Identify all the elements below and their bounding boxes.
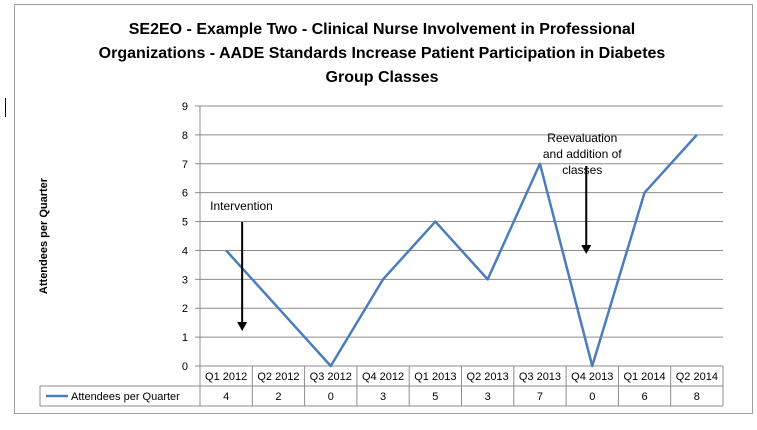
annotation-text: classes	[562, 163, 602, 177]
x-tick-label: Q2 2013	[467, 371, 509, 383]
y-tick-label: 8	[182, 130, 188, 142]
y-tick-label: 9	[182, 101, 188, 113]
gridlines	[195, 105, 723, 367]
data-table: Q1 2012 Q2 2012 Q3 2012 Q4 2012 Q1 2013 Q2 20…	[39, 366, 724, 407]
chart-frame	[14, 4, 753, 414]
annotation-text: and addition of	[543, 147, 622, 161]
x-tick-label: Q2 2012	[257, 371, 299, 383]
table-value: 2	[275, 391, 281, 403]
table-value: 4	[223, 391, 229, 403]
legend-label: Attendees per Quarter	[71, 391, 180, 403]
annotation-text: Reevaluation	[547, 131, 617, 145]
y-tick-label: 2	[182, 303, 188, 315]
table-value: 8	[694, 391, 700, 403]
table-value: 5	[432, 391, 438, 403]
x-tick-label: Q2 2014	[676, 371, 718, 383]
x-tick-label: Q4 2012	[362, 371, 404, 383]
table-value: 3	[485, 391, 491, 403]
x-tick-label: Q4 2013	[571, 371, 613, 383]
chart-title: SE2EO - Example Two - Clinical Nurse Inv…	[22, 18, 742, 90]
table-value: 7	[537, 391, 543, 403]
y-tick-label: 4	[182, 245, 188, 257]
chart-title-line: SE2EO - Example Two - Clinical Nurse Inv…	[128, 21, 636, 38]
arrow-head-icon	[237, 322, 248, 331]
y-tick-label: 7	[182, 159, 188, 171]
x-tick-label: Q1 2014	[623, 371, 665, 383]
x-tick-label: Q1 2012	[205, 371, 247, 383]
series-lines	[225, 134, 698, 368]
table-value: 6	[641, 391, 647, 403]
chart-title-line: Organizations - AADE Standards Increase …	[98, 45, 666, 62]
y-tick-label: 5	[182, 217, 188, 229]
arrow-head-icon	[581, 245, 592, 254]
series-line	[225, 134, 698, 368]
table-value: 0	[589, 391, 595, 403]
y-tick-label: 3	[182, 274, 188, 286]
x-tick-label: Q3 2013	[519, 371, 561, 383]
annotations: Intervention Reevaluation and addition of c…	[210, 131, 622, 331]
y-tick-label: 1	[182, 332, 188, 344]
table-value: 3	[380, 391, 386, 403]
table-value: 0	[328, 391, 334, 403]
y-tick-label: 6	[182, 188, 188, 200]
y-tick-label: 0	[182, 361, 188, 373]
text-cursor	[5, 98, 6, 117]
x-tick-label: Q3 2012	[310, 371, 352, 383]
y-tick-labels: 0 1 2 3 4 5 6 7 8 9	[182, 101, 188, 373]
annotation-text: Intervention	[210, 199, 273, 213]
chart-title-line: Group Classes	[325, 69, 439, 86]
x-tick-label: Q1 2013	[414, 371, 456, 383]
